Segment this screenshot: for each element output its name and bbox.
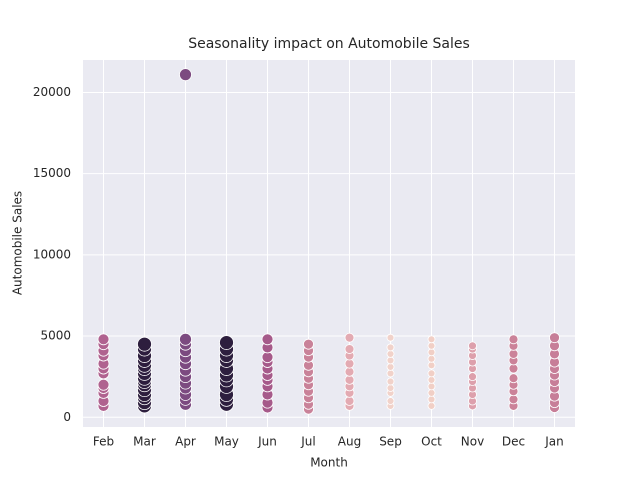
point [344,344,355,354]
x-tick-label: Feb [93,435,114,449]
point [468,341,477,351]
x-tick-label: Dec [502,435,525,449]
point [179,68,192,82]
y-tick-label: 0 [63,410,71,424]
point [386,397,395,405]
point [427,354,436,363]
point [386,356,395,365]
point [427,341,436,350]
y-tick-label: 5000 [40,329,71,343]
y-tick-label: 15000 [33,166,71,180]
point [508,349,519,359]
point [386,377,395,386]
point [386,363,395,371]
point [303,338,314,350]
point [427,361,436,370]
point [427,369,436,378]
point [344,375,355,385]
x-tick-label: Aug [338,435,361,449]
point [427,382,436,391]
point [344,332,355,343]
y-tick-label: 20000 [33,85,71,99]
point [508,334,519,345]
plot-area [83,60,575,427]
x-axis-label: Month [310,456,348,470]
x-tick-label: May [214,435,239,449]
chart-title: Seasonality impact on Automobile Sales [188,36,470,52]
point [261,333,274,346]
point [344,366,355,377]
x-tick-label: Mar [133,435,156,449]
point [468,372,477,382]
x-tick-label: Jan [544,435,564,449]
point [386,350,395,358]
point [97,333,110,346]
point [386,333,395,342]
point [386,369,395,378]
point [386,384,395,392]
x-tick-label: Sep [379,435,402,449]
x-tick-label: Jun [257,435,277,449]
point [508,394,519,405]
y-axis-label: Automobile Sales [11,191,25,295]
point [508,363,519,374]
point [427,335,436,344]
point [427,388,436,397]
point [97,378,110,391]
x-tick-label: Oct [421,435,442,449]
point [427,348,436,357]
point [508,373,519,384]
point [137,336,152,352]
x-tick-label: Nov [461,435,484,449]
point [386,343,395,352]
x-tick-label: Jul [300,435,315,449]
point [219,335,234,350]
point [549,332,560,344]
point [344,396,355,406]
y-tick-label: 10000 [33,247,71,261]
point [427,401,436,410]
point [427,376,436,384]
point [344,358,355,369]
point [179,332,192,346]
x-tick-label: Apr [175,435,196,449]
point [427,395,436,404]
